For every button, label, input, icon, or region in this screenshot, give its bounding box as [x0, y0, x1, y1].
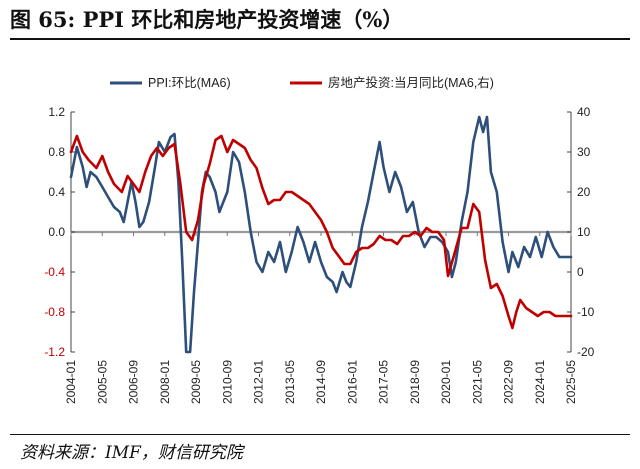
x-tick-label: 2017-05	[377, 360, 391, 404]
x-tick-label: 2025-05	[564, 360, 578, 404]
axes: 1.20.80.40.0-0.4-0.8-1.2403020100-10-202…	[44, 105, 594, 404]
x-tick-label: 2014-09	[314, 360, 328, 404]
right-tick-label: -20	[577, 345, 595, 359]
left-tick-label: -0.8	[44, 305, 65, 319]
source-note: 资料来源：IMF，财信研究院	[20, 443, 243, 463]
x-tick-label: 2006-09	[127, 360, 141, 404]
right-tick-label: 20	[577, 185, 591, 199]
series-layer	[69, 115, 573, 354]
right-tick-label: 10	[577, 225, 591, 239]
x-tick-label: 2004-01	[64, 360, 78, 404]
right-tick-label: 40	[577, 105, 591, 119]
left-tick-label: 0.4	[48, 185, 65, 199]
x-tick-label: 2008-01	[158, 360, 172, 404]
right-tick-label: 30	[577, 145, 591, 159]
x-tick-label: 2005-05	[95, 360, 109, 404]
x-tick-label: 2020-01	[439, 360, 453, 404]
right-tick-label: 0	[577, 265, 584, 279]
x-tick-label: 2010-09	[220, 360, 234, 404]
x-tick-label: 2024-01	[533, 360, 547, 404]
legend: PPI:环比(MA6) 房地产投资:当月同比(MA6,右)	[110, 75, 494, 90]
title-rule	[10, 38, 630, 40]
legend-label-1: PPI:环比(MA6)	[148, 76, 231, 90]
source-rule	[10, 434, 630, 435]
right-tick-label: -10	[577, 305, 595, 319]
left-tick-label: 0.0	[48, 225, 65, 239]
x-tick-label: 2018-09	[408, 360, 422, 404]
left-tick-label: 1.2	[48, 105, 65, 119]
series-line-2	[69, 134, 573, 330]
x-tick-label: 2021-05	[470, 360, 484, 404]
x-tick-label: 2022-09	[502, 360, 516, 404]
x-tick-label: 2009-05	[189, 360, 203, 404]
left-tick-label: 0.8	[48, 145, 65, 159]
x-tick-label: 2016-01	[345, 360, 359, 404]
x-tick-label: 2012-01	[252, 360, 266, 404]
left-tick-label: -0.4	[44, 265, 65, 279]
chart-title: 图 65: PPI 环比和房地产投资增速（%）	[10, 7, 404, 32]
legend-label-2: 房地产投资:当月同比(MA6,右)	[328, 75, 494, 90]
x-tick-label: 2013-05	[283, 360, 297, 404]
series-line-1	[69, 115, 573, 354]
left-tick-label: -1.2	[44, 345, 65, 359]
